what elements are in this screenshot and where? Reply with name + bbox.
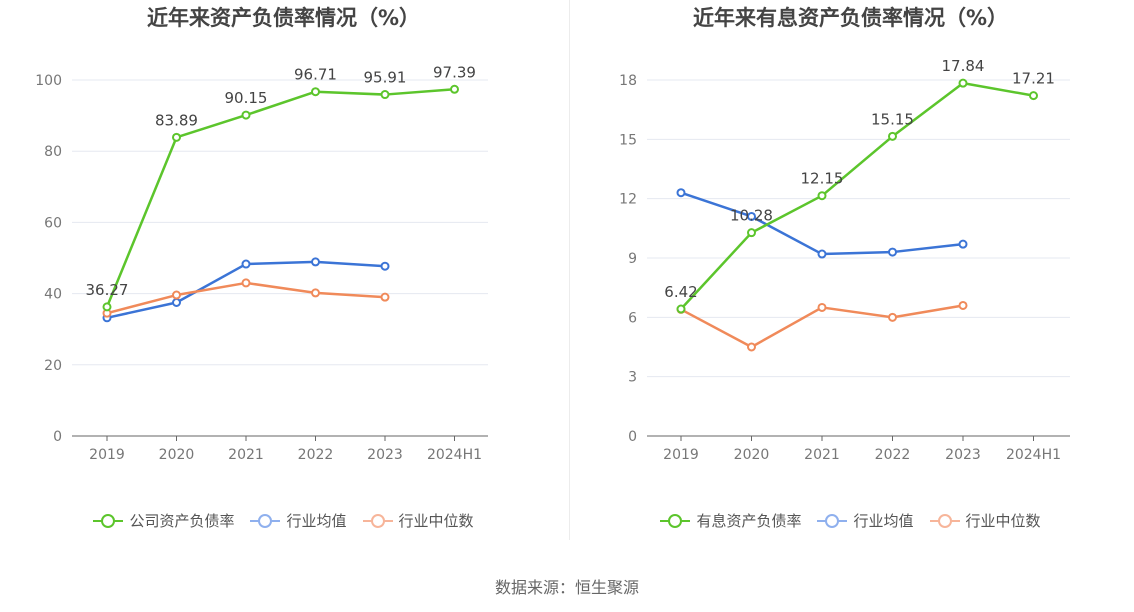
data-point — [747, 211, 756, 221]
legend-label: 有息资产负债率 — [696, 512, 802, 530]
data-point — [172, 132, 181, 142]
chart-title: 近年来资产负债率情况（%） — [146, 6, 421, 30]
data-point — [888, 131, 897, 141]
y-tick-label: 0 — [53, 429, 62, 445]
y-tick-label: 9 — [628, 251, 637, 267]
legend-item-company[interactable]: 公司资产负债率 — [93, 510, 234, 531]
y-tick-label: 3 — [628, 370, 637, 386]
data-point — [958, 78, 968, 88]
x-tick-label: 2024H1 — [1006, 447, 1061, 463]
data-point — [311, 87, 320, 97]
legend-marker-icon — [362, 513, 393, 529]
panel-divider — [569, 0, 570, 540]
y-tick-label: 80 — [44, 144, 62, 160]
x-tick-label: 2021 — [804, 447, 840, 463]
data-point — [380, 292, 390, 302]
data-point — [311, 288, 320, 298]
chart-legend: 有息资产负债率 行业均值 行业中位数 — [567, 510, 1134, 531]
chart-title: 近年来有息资产负债率情况（%） — [692, 6, 1009, 30]
legend-item-industry-avg[interactable]: 行业均值 — [817, 510, 914, 531]
data-point — [102, 302, 112, 312]
legend-item-company[interactable]: 有息资产负债率 — [660, 510, 801, 531]
chart-legend: 公司资产负债率 行业均值 行业中位数 — [0, 510, 567, 531]
x-tick-label: 2020 — [159, 447, 195, 463]
x-tick-label: 2019 — [89, 447, 125, 463]
data-point — [676, 304, 686, 314]
data-label: 10.28 — [730, 207, 773, 225]
x-tick-label: 2023 — [945, 447, 981, 463]
data-point — [241, 110, 251, 120]
y-tick-label: 18 — [619, 73, 637, 89]
legend-marker-icon — [817, 513, 848, 529]
y-tick-label: 20 — [44, 358, 62, 374]
y-tick-label: 12 — [619, 192, 637, 208]
y-tick-label: 6 — [628, 310, 637, 326]
chart-plot: 0 3 6 9 12 15 18 2019 2020 2021 2022 2023 2024H1 6.42… — [619, 57, 1070, 463]
data-point — [241, 259, 251, 269]
data-label: 17.84 — [942, 57, 985, 75]
data-point — [311, 257, 320, 267]
data-point — [888, 312, 897, 322]
data-label: 17.21 — [1012, 70, 1055, 88]
data-point — [817, 302, 827, 312]
chart-panel-interest-bearing: 近年来有息资产负债率情况（%） 0 3 6 9 12 15 18 2019 2020 2021 20… — [567, 0, 1134, 560]
data-label: 15.15 — [871, 110, 914, 128]
data-point — [817, 249, 827, 259]
data-point — [958, 239, 968, 249]
legend-item-industry-median[interactable]: 行业中位数 — [362, 510, 474, 531]
y-tick-label: 100 — [35, 73, 62, 89]
data-point — [450, 84, 459, 94]
data-point — [1029, 91, 1038, 101]
legend-item-industry-avg[interactable]: 行业均值 — [250, 510, 347, 531]
data-point — [958, 300, 968, 310]
data-label: 12.15 — [801, 170, 844, 188]
legend-label: 行业中位数 — [398, 512, 474, 530]
data-point — [380, 90, 390, 100]
data-point — [747, 342, 756, 352]
data-label: 95.91 — [364, 69, 407, 87]
y-tick-label: 40 — [44, 287, 62, 303]
series-line-industry-avg — [106, 260, 386, 320]
data-label: 83.89 — [155, 111, 198, 129]
data-label: 97.39 — [433, 63, 476, 81]
series-line-industry-avg — [680, 191, 964, 256]
legend-label: 行业均值 — [286, 512, 347, 530]
x-tick-label: 2024H1 — [427, 447, 482, 463]
data-point — [888, 247, 897, 257]
x-tick-label: 2021 — [228, 447, 264, 463]
data-point — [172, 298, 181, 307]
series-line-company — [105, 88, 455, 308]
legend-label: 行业中位数 — [965, 512, 1041, 530]
series-line-company — [680, 81, 1034, 310]
y-tick-label: 15 — [619, 132, 637, 148]
data-label: 36.27 — [86, 281, 129, 299]
legend-label: 公司资产负债率 — [129, 512, 235, 530]
data-label: 96.71 — [294, 66, 337, 84]
data-point — [676, 188, 686, 198]
chart-panel-asset-liability: 近年来资产负债率情况（%） 0 20 40 60 80 100 2019 2020 2021 20… — [0, 0, 567, 560]
x-tick-label: 2019 — [663, 447, 699, 463]
x-tick-label: 2023 — [367, 447, 403, 463]
chart-plot: 0 20 40 60 80 100 2019 2020 2021 2022 2023 2024H1 36… — [35, 63, 488, 463]
x-tick-label: 2022 — [298, 447, 334, 463]
data-point — [747, 228, 756, 238]
y-tick-label: 0 — [628, 429, 637, 445]
data-point — [380, 261, 390, 271]
legend-marker-icon — [660, 513, 691, 529]
data-point — [172, 290, 181, 300]
data-source-note: 数据来源：恒生聚源 — [494, 578, 639, 597]
data-point — [241, 278, 251, 288]
data-point — [817, 191, 827, 201]
data-label: 6.42 — [664, 283, 697, 301]
legend-label: 行业均值 — [853, 512, 914, 530]
legend-item-industry-median[interactable]: 行业中位数 — [929, 510, 1041, 531]
legend-marker-icon — [93, 513, 124, 529]
x-tick-label: 2022 — [875, 447, 911, 463]
y-tick-label: 60 — [44, 215, 62, 231]
legend-marker-icon — [250, 513, 281, 529]
x-tick-label: 2020 — [734, 447, 770, 463]
legend-marker-icon — [929, 513, 960, 529]
data-label: 90.15 — [225, 89, 268, 107]
